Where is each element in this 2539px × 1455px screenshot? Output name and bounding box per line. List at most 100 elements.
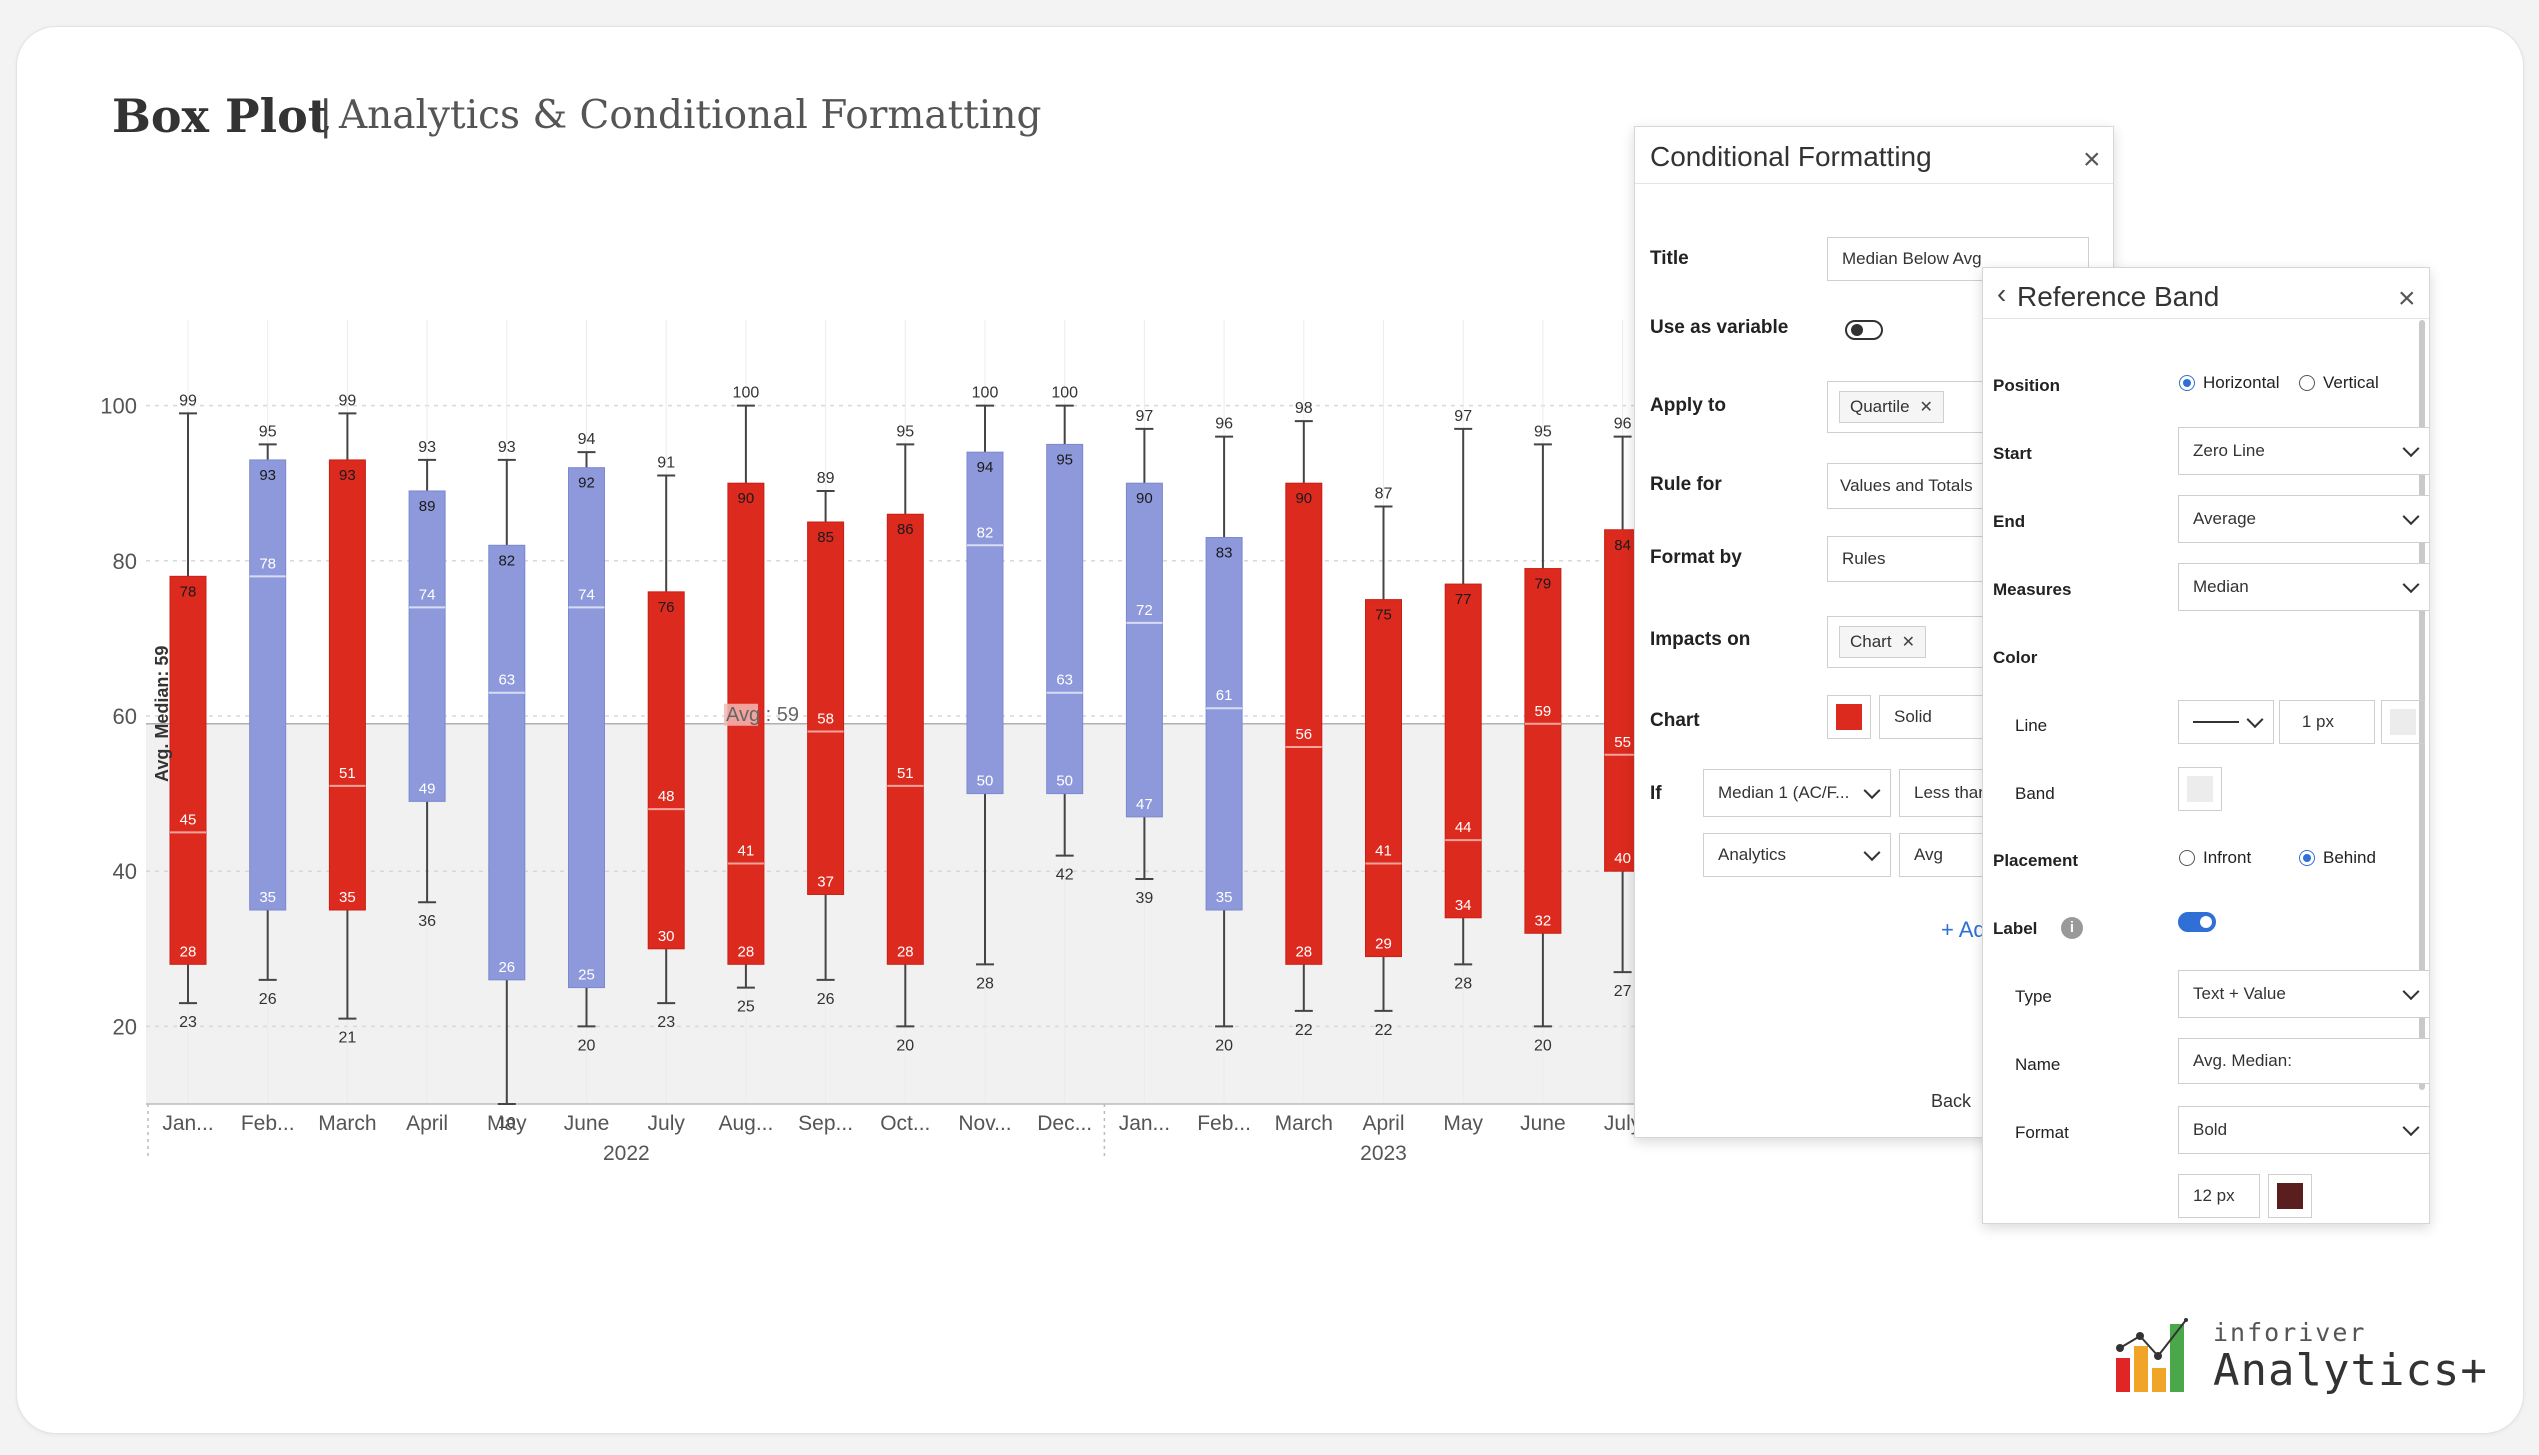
median-label: 41 xyxy=(738,842,755,859)
rb-band-label: Band xyxy=(2015,784,2055,803)
x-tick-label: Aug... xyxy=(718,1112,773,1135)
q3-label: 76 xyxy=(658,599,675,616)
label-toggle[interactable] xyxy=(2178,912,2216,932)
median-label: 55 xyxy=(1614,734,1631,751)
remove-chip-icon[interactable]: ✕ xyxy=(1919,399,1933,416)
min-label: 20 xyxy=(896,1037,914,1054)
cf-apply-to-label: Apply to xyxy=(1650,395,1726,416)
q1-label: 35 xyxy=(339,889,356,906)
min-label: 21 xyxy=(339,1030,357,1047)
vertical-label: Vertical xyxy=(2323,373,2379,392)
start-select[interactable]: Zero Line xyxy=(2178,427,2429,475)
rb-name-label: Name xyxy=(2015,1055,2061,1074)
line-style-preview xyxy=(2193,721,2239,723)
y-tick-label: 80 xyxy=(113,549,137,574)
max-label: 97 xyxy=(1136,408,1154,425)
x-tick-label: April xyxy=(1362,1112,1404,1135)
chevron-down-icon xyxy=(2246,711,2264,729)
close-icon[interactable]: × xyxy=(2398,282,2416,315)
info-icon[interactable]: i xyxy=(2061,917,2083,939)
q1-label: 49 xyxy=(419,780,436,797)
label-name-input[interactable]: Avg. Median: xyxy=(2178,1038,2429,1084)
median-label: 58 xyxy=(817,711,834,728)
min-label: 20 xyxy=(578,1037,596,1054)
if-measure-select[interactable]: Median 1 (AC/F... xyxy=(1703,769,1891,817)
toggle-knob xyxy=(2200,916,2212,928)
back-button[interactable]: Back xyxy=(1931,1091,1972,1111)
chart-color-swatch xyxy=(1836,704,1862,730)
chevron-down-icon xyxy=(2402,576,2420,594)
if-source-select[interactable]: Analytics xyxy=(1703,833,1891,877)
if-measure-value: Median 1 (AC/F... xyxy=(1718,783,1850,802)
divider xyxy=(1983,318,2429,319)
min-label: 39 xyxy=(1136,890,1154,907)
min-label: 10 xyxy=(498,1115,516,1132)
q1-label: 26 xyxy=(498,959,515,976)
q1-label: 30 xyxy=(658,928,675,945)
impacts-on-chip[interactable]: Chart ✕ xyxy=(1839,626,1926,658)
end-value: Average xyxy=(2193,509,2257,528)
median-label: 45 xyxy=(180,811,197,828)
label-format-select[interactable]: Bold xyxy=(2178,1106,2429,1154)
close-icon[interactable]: × xyxy=(2083,143,2101,176)
position-horizontal-radio[interactable]: Horizontal xyxy=(2179,373,2280,393)
apply-to-chip[interactable]: Quartile ✕ xyxy=(1839,391,1944,423)
min-label: 23 xyxy=(179,1014,197,1031)
label-font-size-input[interactable]: 12 px xyxy=(2178,1174,2260,1218)
min-label: 20 xyxy=(1215,1037,1233,1054)
divider xyxy=(1635,183,2113,184)
min-label: 42 xyxy=(1056,867,1074,884)
q3-label: 83 xyxy=(1216,545,1233,562)
rb-panel-title: Reference Band xyxy=(2017,281,2220,312)
band-color-picker[interactable] xyxy=(2178,767,2222,811)
q1-label: 28 xyxy=(1295,943,1312,960)
max-label: 95 xyxy=(259,423,277,440)
radio-icon xyxy=(2179,850,2195,866)
measures-select[interactable]: Median xyxy=(2178,563,2429,611)
band-color-swatch xyxy=(2187,776,2213,802)
x-tick-label: March xyxy=(318,1112,376,1135)
box xyxy=(1285,482,1323,965)
q1-label: 35 xyxy=(259,889,276,906)
y-tick-label: 100 xyxy=(100,394,137,419)
q3-label: 82 xyxy=(498,552,515,569)
x-tick-label: Dec... xyxy=(1037,1112,1092,1135)
back-chevron-icon[interactable]: ‹ xyxy=(1997,278,2007,309)
max-label: 95 xyxy=(1534,423,1552,440)
line-color-picker[interactable] xyxy=(2381,700,2425,744)
line-color-swatch xyxy=(2390,709,2416,735)
position-vertical-radio[interactable]: Vertical xyxy=(2299,373,2379,393)
box xyxy=(328,459,366,911)
label-color-picker[interactable] xyxy=(2268,1174,2312,1218)
line-style-select[interactable] xyxy=(2178,700,2274,744)
median-label: 63 xyxy=(498,672,515,689)
median-label: 48 xyxy=(658,788,675,805)
end-select[interactable]: Average xyxy=(2178,495,2429,543)
placement-behind-radio[interactable]: Behind xyxy=(2299,848,2376,868)
median-label: 56 xyxy=(1295,726,1312,743)
y-tick-label: 40 xyxy=(113,859,137,884)
q3-label: 94 xyxy=(977,459,994,476)
box xyxy=(886,513,924,965)
line-width-input[interactable]: 1 px xyxy=(2279,700,2375,744)
median-label: 78 xyxy=(259,555,276,572)
panel-scrollbar[interactable] xyxy=(2419,320,2425,1090)
q1-label: 50 xyxy=(977,773,994,790)
placement-infront-radio[interactable]: Infront xyxy=(2179,848,2251,868)
x-tick-label: Sep... xyxy=(798,1112,853,1135)
x-tick-label: June xyxy=(564,1112,610,1135)
q3-label: 86 xyxy=(897,521,914,538)
remove-chip-icon[interactable]: ✕ xyxy=(1901,634,1915,651)
chart-color-picker[interactable] xyxy=(1827,695,1871,739)
use-as-variable-toggle[interactable] xyxy=(1845,320,1883,340)
min-label: 28 xyxy=(976,975,994,992)
rb-format-label: Format xyxy=(2015,1123,2069,1142)
max-label: 96 xyxy=(1614,416,1632,433)
label-type-select[interactable]: Text + Value xyxy=(2178,970,2429,1018)
cf-panel-title: Conditional Formatting xyxy=(1650,141,1932,172)
chevron-down-icon xyxy=(1863,844,1881,862)
chevron-down-icon xyxy=(2402,983,2420,1001)
x-tick-label: May xyxy=(487,1112,527,1135)
inforiver-logo xyxy=(2116,1318,2188,1392)
box xyxy=(408,490,446,802)
